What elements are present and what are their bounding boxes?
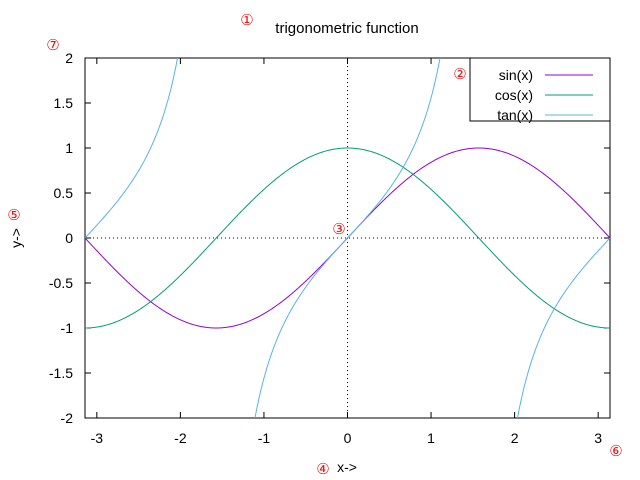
marker-3: ③ bbox=[332, 220, 345, 238]
x-tick-label: -1 bbox=[258, 430, 271, 446]
marker-6: ⑥ bbox=[609, 442, 622, 460]
y-axis-label: y-> bbox=[8, 228, 24, 248]
y-tick-label: 0.5 bbox=[54, 185, 74, 201]
x-axis-label: x-> bbox=[337, 459, 357, 475]
x-tick-label: -2 bbox=[174, 430, 187, 446]
legend-label-tan: tan(x) bbox=[497, 107, 533, 123]
axis-ticks: -3 -2 -1 0 1 2 3 -2 -1.5 -1 -0.5 0 0.5 1 1.5 2 bbox=[49, 50, 610, 446]
x-tick-label: 0 bbox=[344, 430, 352, 446]
marker-5: ⑤ bbox=[7, 206, 20, 224]
series-curves bbox=[85, 58, 610, 418]
y-tick-label: 1.5 bbox=[54, 95, 74, 111]
legend-box bbox=[469, 57, 611, 122]
y-tick-label: 2 bbox=[65, 50, 73, 66]
y-tick-label: 0 bbox=[65, 230, 73, 246]
marker-7: ⑦ bbox=[46, 36, 59, 54]
y-tick-label: -1 bbox=[61, 320, 74, 336]
marker-2: ② bbox=[453, 65, 466, 83]
y-tick-label: -0.5 bbox=[49, 275, 73, 291]
legend-label-cos: cos(x) bbox=[495, 87, 533, 103]
chart-title: trigonometric function bbox=[275, 20, 418, 37]
series-cos-line bbox=[85, 147, 610, 329]
x-tick-label: -3 bbox=[91, 430, 104, 446]
legend-label-sin: sin(x) bbox=[499, 67, 533, 83]
y-tick-label: 1 bbox=[65, 140, 73, 156]
marker-4: ④ bbox=[316, 460, 329, 478]
y-tick-label: -1.5 bbox=[49, 365, 73, 381]
x-tick-label: 1 bbox=[427, 430, 435, 446]
x-tick-label: 2 bbox=[511, 430, 519, 446]
x-tick-label: 3 bbox=[594, 430, 602, 446]
legend: sin(x) cos(x) tan(x) bbox=[469, 57, 611, 123]
series-tan-line bbox=[85, 58, 610, 418]
y-tick-label: -2 bbox=[61, 410, 74, 426]
marker-1: ① bbox=[240, 11, 253, 29]
